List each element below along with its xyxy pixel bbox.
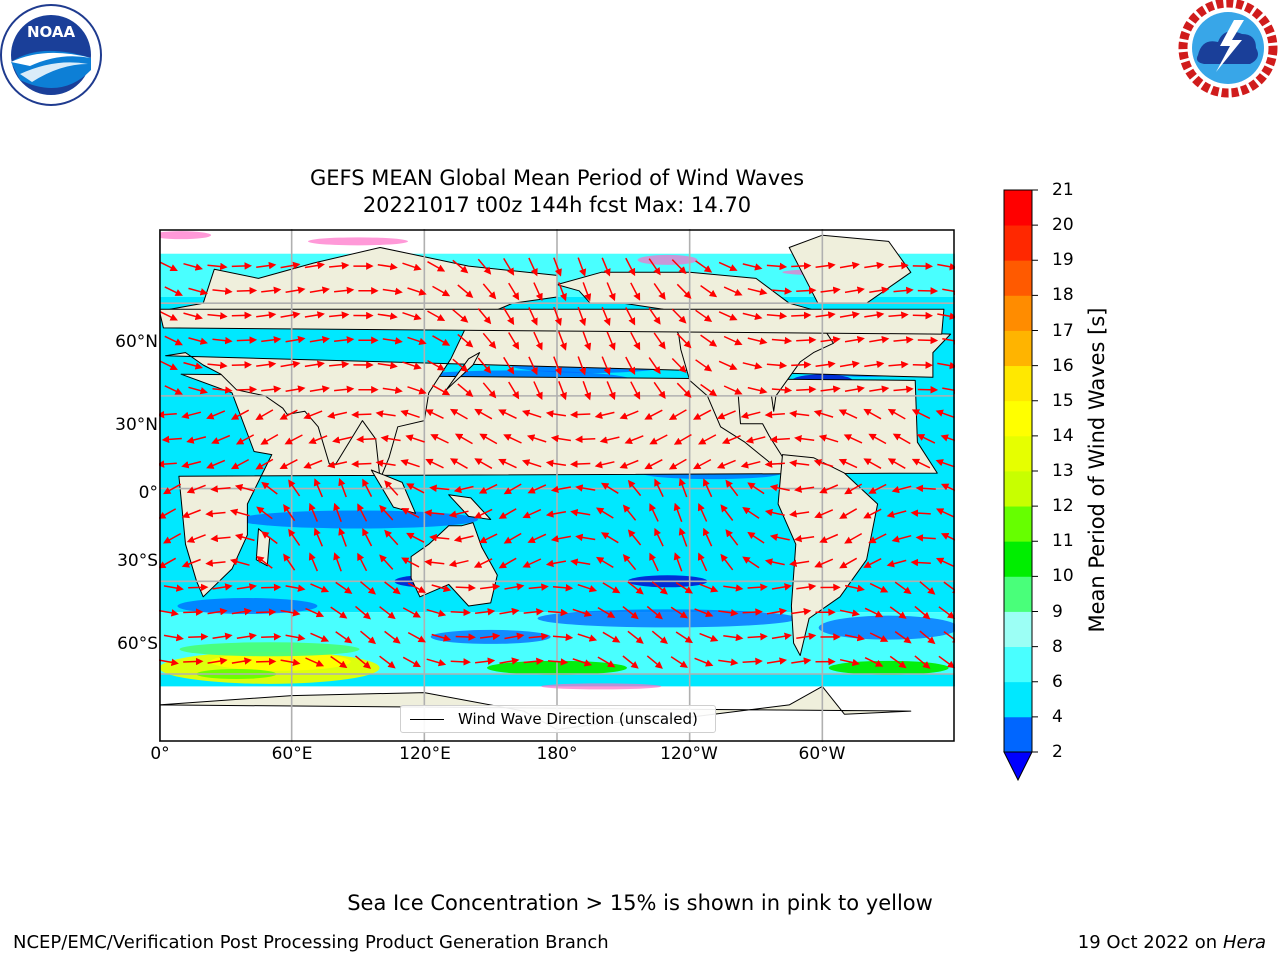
colorbar-swatch (1004, 646, 1032, 683)
colorbar-tick-label: 19 (1052, 250, 1074, 271)
colorbar-swatch (1004, 400, 1032, 437)
colorbar-tick-label: 21 (1052, 180, 1074, 200)
lat-tick-30n: 30°N (115, 415, 158, 435)
noaa-logo: NOAA (0, 4, 102, 106)
colorbar-tick-label: 14 (1052, 425, 1074, 446)
colorbar-swatch (1004, 576, 1032, 612)
lon-tick-120e: 120°E (399, 744, 451, 764)
date-footer-date: 19 Oct 2022 on (1077, 932, 1223, 953)
chart-subtitle: 20221017 t00z 144h fcst Max: 14.70 (362, 193, 752, 217)
date-footer-host: Hera (1222, 932, 1266, 953)
lon-tick-0: 0° (150, 744, 170, 764)
map-legend: Wind Wave Direction (unscaled) (400, 705, 716, 733)
chart-title: GEFS MEAN Global Mean Period of Wind Wav… (309, 166, 805, 190)
colorbar-under-triangle (1003, 751, 1033, 782)
legend-label: Wind Wave Direction (unscaled) (458, 710, 698, 728)
colorbar-swatch (1004, 506, 1032, 542)
colorbar-swatch (1004, 365, 1032, 402)
colorbar (1003, 189, 1038, 782)
lon-tick-60e: 60°E (271, 744, 313, 764)
legend-line-swatch (410, 718, 444, 720)
colorbar-tick-label: 6 (1052, 671, 1063, 692)
wave-period-map (159, 229, 955, 742)
colorbar-tick-label: 4 (1052, 706, 1063, 727)
lat-tick-30s: 30°S (117, 551, 158, 571)
credit-line: NCEP/EMC/Verification Post Processing Pr… (13, 932, 609, 953)
colorbar-tick-label: 18 (1052, 285, 1074, 306)
colorbar-tick-label: 2 (1052, 742, 1063, 762)
colorbar-tick-label: 11 (1052, 531, 1074, 552)
lon-tick-120w: 120°W (660, 744, 718, 764)
colorbar-swatch (1004, 260, 1032, 296)
lat-tick-0: 0° (138, 483, 158, 503)
colorbar-tick-label: 17 (1052, 320, 1074, 341)
colorbar-swatch (1004, 225, 1032, 261)
map-frame (159, 229, 955, 742)
colorbar-tick-label: 13 (1052, 461, 1074, 481)
colorbar-tick-label: 8 (1052, 636, 1063, 657)
colorbar-swatch (1004, 330, 1032, 367)
lon-tick-60w: 60°W (798, 744, 846, 764)
lon-tick-180: 180° (536, 744, 578, 764)
date-footer: 19 Oct 2022 on Hera (1078, 932, 1266, 953)
colorbar-swatch (1004, 611, 1032, 648)
colorbar-swatch (1004, 471, 1032, 507)
colorbar-swatch (1004, 681, 1032, 718)
colorbar-swatch (1004, 295, 1032, 331)
colorbar-swatch (1004, 435, 1032, 472)
colorbar-swatch (1004, 190, 1032, 226)
colorbar-tick-label: 9 (1052, 601, 1063, 622)
colorbar-tick-label: 15 (1052, 390, 1074, 411)
colorbar-tick-label: 10 (1052, 566, 1074, 587)
lat-tick-60n: 60°N (115, 332, 158, 352)
noaa-logo-text: NOAA (27, 23, 76, 41)
colorbar-swatch (1004, 541, 1032, 577)
colorbar-tick-label: 16 (1052, 355, 1074, 376)
colorbar-swatch (1004, 716, 1032, 753)
colorbar-label: Mean Period of Wind Waves [s] (1085, 307, 1109, 633)
nws-logo (1178, 0, 1278, 98)
lat-tick-60s: 60°S (117, 634, 158, 654)
colorbar-tick-label: 20 (1052, 215, 1074, 236)
sea-ice-note: Sea Ice Concentration > 15% is shown in … (347, 891, 933, 915)
colorbar-tick-label: 12 (1052, 496, 1074, 517)
